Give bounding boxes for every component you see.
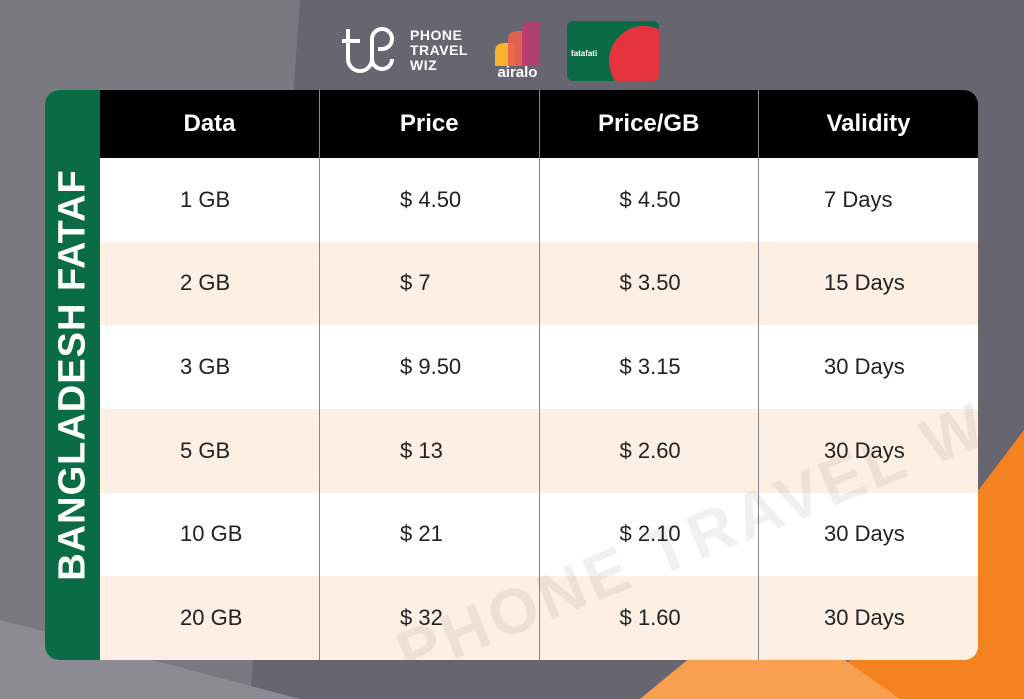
airalo-mark-icon: [494, 20, 540, 66]
cell-price: $ 9.50: [319, 325, 539, 409]
side-label-bar: BANGLADESH FATAF: [45, 90, 100, 660]
cell-data: 5 GB: [100, 408, 320, 493]
logo-bar: PHONE TRAVEL WIZ airalo fatafati: [340, 18, 659, 83]
cell-price: $ 4.50: [319, 158, 539, 242]
phone-travel-wiz-logo: PHONE TRAVEL WIZ: [340, 25, 468, 77]
cell-validity: 7 Days: [758, 158, 978, 242]
cell-price-per-gb: $ 2.60: [538, 408, 759, 493]
table-row: 10 GB $ 21 $ 2.10 30 Days: [100, 492, 978, 577]
cell-price-per-gb: $ 4.50: [538, 158, 759, 242]
airalo-logo: airalo: [490, 20, 545, 81]
table-row: 5 GB $ 13 $ 2.60 30 Days: [100, 408, 978, 493]
cell-data: 3 GB: [180, 354, 231, 380]
cell-validity: 30 Days: [758, 492, 978, 577]
cell-price-per-gb: $ 2.10: [538, 492, 759, 577]
cell-validity: 15 Days: [758, 241, 978, 326]
cell-price-per-gb: $ 1.60: [538, 576, 759, 660]
ptw-logo-text: PHONE TRAVEL WIZ: [410, 27, 468, 73]
price-table-card: BANGLADESH FATAF Data Price Price/GB Val…: [45, 90, 978, 660]
side-label: BANGLADESH FATAF: [51, 169, 93, 581]
table-row: 3 GB $ 9.50 $ 3.15 30 Days: [100, 325, 978, 409]
table-row: 2 GB $ 7 $ 3.50 15 Days: [100, 241, 978, 326]
cell-price-per-gb: $ 3.50: [538, 241, 759, 326]
header-validity: Validity: [758, 90, 978, 158]
fatafati-circle-icon: [608, 25, 659, 81]
header-data: Data: [100, 90, 320, 158]
cell-data: 20 GB: [100, 576, 320, 660]
cell-price: $ 7: [319, 241, 539, 326]
fatafati-logo: fatafati: [566, 20, 659, 81]
table-row: 20 GB $ 32 $ 1.60 30 Days: [100, 576, 978, 660]
cell-price: $ 32: [319, 576, 539, 660]
cell-data: 10 GB: [180, 521, 243, 547]
table-row: 1 GB $ 4.50 $ 4.50 7 Days: [100, 158, 978, 242]
cell-data: 2 GB: [100, 241, 320, 326]
cell-validity: 30 Days: [758, 576, 978, 660]
cell-validity: 30 Days: [758, 408, 978, 493]
cell-price: $ 13: [319, 408, 539, 493]
price-table: Data Price Price/GB Validity 1 GB $ 4.50 $…: [100, 90, 978, 660]
fatafati-text: fatafati: [570, 48, 598, 58]
cell-data: 1 GB: [180, 186, 231, 212]
cell-price-per-gb: $ 3.15: [538, 325, 759, 409]
cell-price: $ 21: [319, 492, 539, 577]
header-price-per-gb: Price/GB: [538, 90, 759, 158]
ptw-mark-icon: [342, 26, 395, 73]
table-header-row: Data Price Price/GB Validity: [100, 90, 978, 158]
airalo-text: airalo: [497, 63, 538, 81]
header-price: Price: [319, 90, 539, 158]
cell-validity: 30 Days: [758, 325, 978, 409]
